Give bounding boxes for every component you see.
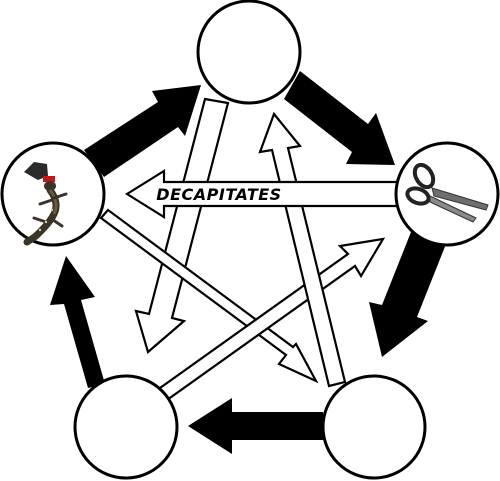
node-bottom-right [321, 374, 427, 480]
lizard-icon [23, 162, 68, 246]
outer-arrow-left-to-top [84, 85, 201, 177]
outer-cycle-arrows [50, 71, 446, 454]
outer-arrow-bottom-left-to-left [50, 256, 105, 388]
outer-arrow-top-to-right [284, 71, 395, 165]
node-top [196, 0, 302, 105]
outer-arrow-right-to-bottom-right [369, 232, 446, 357]
scissors-icon [405, 162, 489, 223]
inner-arrow-top-to-bottom-left [134, 97, 230, 354]
inner-arrow-bottom-left-to-right [158, 237, 386, 402]
outer-arrow-bottom-right-to-bottom-left [188, 398, 323, 454]
inner-arrow-left-to-bottom-right [99, 208, 319, 384]
node-bottom-left [73, 374, 179, 480]
edge-label-background [166, 184, 272, 204]
edge-label-decapitates: DECAPITATES [156, 185, 281, 204]
